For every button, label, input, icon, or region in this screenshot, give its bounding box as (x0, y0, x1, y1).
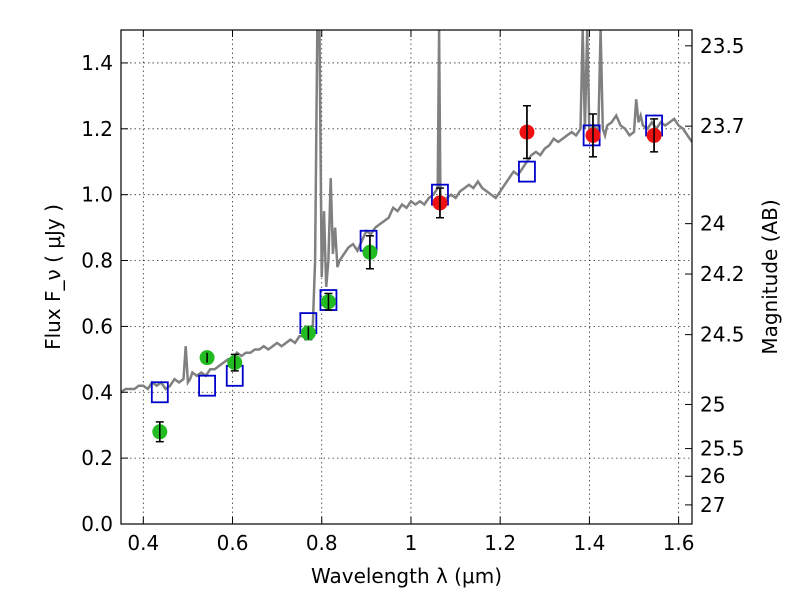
y-tick-label: 1.2 (81, 117, 113, 141)
y-tick-label: 1.4 (81, 51, 113, 75)
right-y-tick-label: 24.2 (700, 262, 745, 286)
ticks-layer: 0.4 0.6 0.8 1 1.2 1.4 1.6 0.0 0.2 0.4 0.6 0.8 1.0 1.2… (81, 30, 745, 555)
right-y-tick-label: 24.5 (700, 323, 745, 347)
y-tick-label: 0.4 (81, 380, 113, 404)
x-tick-label: 1 (405, 531, 418, 555)
spectrum-layer (121, 30, 692, 394)
y-tick-label: 0.8 (81, 249, 113, 273)
model-photometry-box (198, 374, 216, 397)
spectrum-line (121, 30, 692, 394)
y-tick-label: 0.0 (81, 512, 113, 536)
x-tick-label: 0.6 (217, 531, 249, 555)
plot-frame (120, 29, 693, 525)
observed-points-layer (152, 105, 662, 442)
right-y-tick-label: 23.7 (700, 114, 745, 138)
model-photometry-box (518, 160, 536, 183)
y-tick-label: 0.6 (81, 314, 113, 338)
right-y-axis-label: Magnitude (AB) (758, 199, 782, 354)
x-tick-label: 1.2 (484, 531, 516, 555)
x-axis-label: Wavelength λ (μm) (311, 564, 502, 588)
y-tick-label: 0.2 (81, 446, 113, 470)
y-axis-label: Flux F_ν ( μJy ) (41, 204, 65, 350)
model-photometry-box (150, 381, 169, 404)
x-tick-label: 1.4 (573, 531, 605, 555)
y-tick-label: 1.0 (81, 183, 113, 207)
right-y-tick-label: 26 (700, 464, 725, 488)
right-y-tick-label: 24 (700, 212, 725, 236)
right-y-tick-label: 23.5 (700, 34, 745, 58)
right-y-tick-label: 25 (700, 392, 725, 416)
right-y-tick-label: 27 (700, 493, 725, 517)
x-tick-label: 0.8 (306, 531, 338, 555)
error-bars-layer (155, 104, 659, 443)
right-y-tick-label: 25.5 (700, 437, 745, 461)
x-tick-label: 1.6 (663, 531, 695, 555)
x-tick-label: 0.4 (127, 531, 159, 555)
grid (121, 30, 692, 525)
